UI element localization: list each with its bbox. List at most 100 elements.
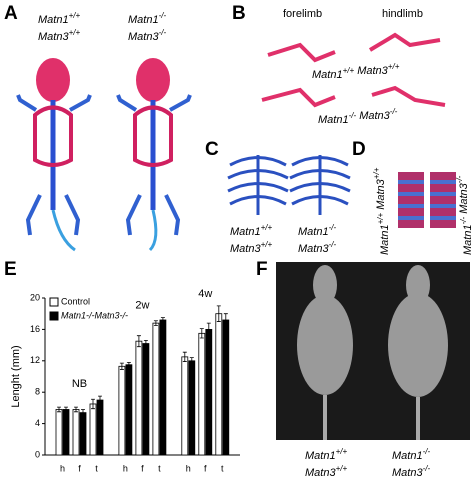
genotype: Matn1-/- Matn3-/-: [455, 175, 474, 255]
error-bar: [216, 305, 221, 322]
skeleton-ko: [116, 58, 192, 252]
genotype: Matn1+/+ Matn3+/+: [312, 62, 400, 81]
error-bar: [57, 406, 61, 413]
bar: [188, 360, 196, 456]
bar: [159, 319, 167, 456]
gene: Matn1: [312, 69, 343, 81]
gene: Matn1: [298, 226, 329, 238]
bar: [125, 364, 133, 456]
error-bar: [223, 313, 228, 327]
error-bar: [189, 357, 194, 365]
superscript: -/-: [329, 223, 337, 232]
y-tick-label: 8: [35, 387, 40, 397]
superscript: -/-: [329, 240, 337, 249]
genotype: Matn1+/+: [38, 11, 80, 26]
superscript: +/+: [261, 240, 273, 249]
error-bar: [153, 320, 158, 326]
chart-e: 0 4 8 12 16 20 Lenght (mm) h f t h f t h f t NB 2w 4w Contr…: [10, 288, 240, 473]
superscript: -/-: [459, 217, 468, 225]
bar: [181, 356, 189, 456]
superscript: +/+: [336, 447, 348, 456]
column-label: hindlimb: [382, 8, 423, 20]
superscript: +/+: [336, 464, 348, 473]
genotype: Matn1-/-: [392, 447, 430, 462]
x-tick-label: h: [123, 463, 128, 473]
genotype: Matn1+/+: [230, 223, 272, 238]
genotype: Matn3-/-: [298, 240, 336, 255]
gene: Matn1: [462, 224, 474, 255]
group-label: 2w: [135, 300, 149, 312]
gene: Matn3: [392, 467, 423, 479]
superscript: +/+: [372, 167, 381, 179]
bar: [135, 340, 143, 456]
gene: Matn3: [458, 182, 470, 213]
bar: [62, 409, 70, 456]
bar: [72, 409, 80, 456]
superscript: -/-: [159, 28, 167, 37]
legend-swatch: [49, 311, 59, 321]
group-label: NB: [72, 378, 87, 390]
superscript: +/+: [69, 11, 81, 20]
x-tick-label: f: [204, 463, 207, 473]
error-bar: [126, 361, 131, 368]
gene: Matn3: [128, 31, 159, 43]
gene: Matn3: [357, 65, 388, 77]
superscript: -/-: [349, 111, 357, 120]
error-bar: [91, 398, 95, 410]
bar: [215, 313, 223, 456]
gene: Matn3: [298, 243, 329, 255]
gene: Matn3: [230, 243, 261, 255]
superscript: +/+: [376, 213, 385, 225]
error-bar: [199, 328, 204, 339]
genotype: Matn1-/- Matn3-/-: [318, 107, 398, 126]
gene: Matn3: [359, 110, 390, 122]
bar: [79, 412, 87, 456]
y-tick-label: 12: [30, 355, 40, 365]
x-tick-label: f: [78, 463, 81, 473]
panel-label: E: [4, 259, 17, 280]
superscript: +/+: [261, 223, 273, 232]
genotype: Matn3+/+: [38, 28, 80, 43]
genotype: Matn1+/+ Matn3+/+: [372, 167, 391, 255]
gene: Matn1: [318, 114, 349, 126]
error-bar: [81, 409, 85, 417]
bar: [96, 399, 104, 456]
gene: Matn3: [375, 178, 387, 209]
x-tick-label: f: [141, 463, 144, 473]
error-bar: [64, 406, 68, 413]
y-axis-label: Lenght (mm): [10, 345, 22, 407]
xray-rats: [297, 265, 448, 440]
gene: Matn3: [305, 467, 336, 479]
genotype: Matn1-/-: [298, 223, 336, 238]
superscript: +/+: [343, 66, 355, 75]
gene: Matn1: [230, 226, 261, 238]
y-tick-label: 0: [35, 449, 40, 459]
gene: Matn3: [38, 31, 69, 43]
x-tick-label: h: [186, 463, 191, 473]
genotype: Matn1+/+: [305, 447, 347, 462]
bar: [89, 403, 97, 456]
x-tick-label: h: [60, 463, 65, 473]
y-tick-label: 20: [30, 292, 40, 302]
x-tick-label: t: [158, 463, 161, 473]
gene: Matn1: [379, 224, 391, 255]
bar: [152, 322, 160, 456]
superscript: +/+: [69, 28, 81, 37]
error-bar: [74, 406, 78, 413]
genotype: Matn3-/-: [128, 28, 166, 43]
x-tick-label: t: [221, 463, 224, 473]
bar: [118, 365, 126, 456]
superscript: -/-: [455, 175, 464, 183]
vertebrae: [398, 172, 456, 228]
y-tick-label: 16: [30, 324, 40, 334]
legend-label: Matn1-/-Matn3-/-: [61, 310, 128, 320]
legend-label: Control: [61, 296, 90, 306]
superscript: -/-: [390, 107, 398, 116]
error-bar: [119, 362, 124, 370]
genotype: Matn3+/+: [305, 464, 347, 479]
error-bar: [136, 335, 141, 348]
gene: Matn1: [128, 14, 159, 26]
column-label: forelimb: [283, 8, 322, 20]
group-label: 4w: [198, 288, 212, 300]
